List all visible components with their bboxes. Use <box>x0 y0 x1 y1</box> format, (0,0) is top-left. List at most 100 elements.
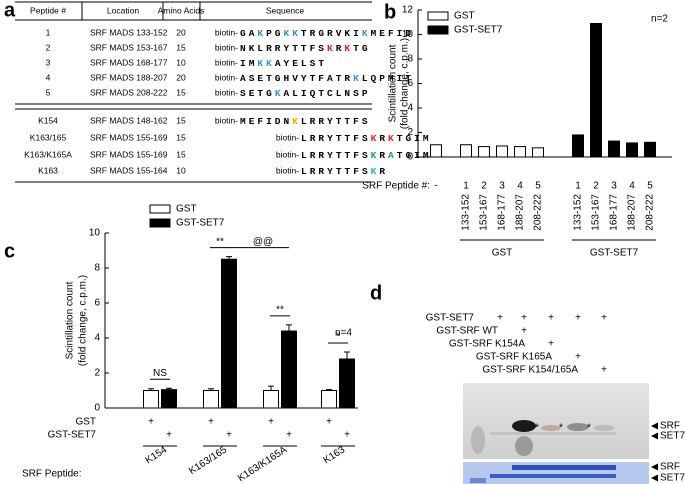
legend-label: GST-SET7 <box>176 218 225 229</box>
sequence-segment: K <box>275 88 284 99</box>
error-bar <box>268 385 274 391</box>
gel-row-mark: + <box>548 313 554 324</box>
peptide-location: SRF MADS 155-169 <box>90 149 168 159</box>
peptide-id: 1 <box>46 27 51 37</box>
table-header: Location <box>107 5 139 15</box>
treatment-mark: + <box>148 417 154 428</box>
amino-acids: 20 <box>176 27 186 37</box>
peptide-sequence: IMKKAYELST <box>240 58 327 69</box>
sequence-segment: R <box>336 43 345 54</box>
peptide-id: 2 <box>46 42 51 52</box>
x-axis-label: SRF Peptide: <box>22 469 81 480</box>
sequence-segment: NKLRRYTTFS <box>240 43 327 54</box>
gel-arrow <box>651 463 658 471</box>
peptide-location: SRF MADS 153-167 <box>90 42 168 52</box>
y-tick-label: 6 <box>407 78 413 89</box>
legend-swatch <box>149 204 171 214</box>
sequence-segment: AYELST <box>275 58 327 69</box>
gel-coomassie <box>463 462 649 484</box>
bar <box>608 140 620 158</box>
sequence-segment: K <box>371 150 380 161</box>
treatment-mark: + <box>226 430 232 441</box>
peptide-id: 4 <box>46 72 51 82</box>
y-tick-label: 8 <box>407 54 413 65</box>
significance-label: NS <box>153 368 167 379</box>
sequence-segment: K <box>327 43 336 54</box>
y-tick-label: 0 <box>94 403 100 414</box>
error-bar <box>226 256 232 260</box>
gel-asterisk: * <box>559 423 563 434</box>
peptide-id: 5 <box>46 87 51 97</box>
x-tick-label: 3 <box>611 181 617 192</box>
y-axis-label: Scintillation count <box>65 281 76 359</box>
bar <box>572 134 584 158</box>
sequence-prefix: biotin- <box>276 132 299 142</box>
amino-acids: 15 <box>176 149 186 159</box>
panel-label: a <box>4 0 16 21</box>
sequence-segment: PG <box>266 28 283 39</box>
treatment-mark: + <box>208 417 214 428</box>
sequence-segment: LRRYTTFS <box>301 166 371 177</box>
peptide-location: SRF MADS 133-152 <box>90 27 168 37</box>
y-tick-label: 10 <box>402 29 414 40</box>
x-tick-label: K154 <box>143 444 169 466</box>
range-label: 168-177 <box>497 194 508 231</box>
gel-band <box>515 436 533 456</box>
sequence-prefix: biotin- <box>276 149 299 159</box>
error-bar <box>326 389 332 391</box>
gel-row-mark: + <box>575 352 581 363</box>
sequence-segment: K <box>344 43 353 54</box>
gel-band <box>470 478 486 483</box>
treatment-label: GST-SET7 <box>48 430 97 441</box>
gel-background <box>463 383 649 459</box>
sample-size: n=2 <box>651 14 668 25</box>
sequence-segment: K <box>353 73 362 84</box>
sequence-segment: K <box>257 28 266 39</box>
amino-acids: 15 <box>176 115 186 125</box>
sequence-prefix: biotin- <box>215 57 238 67</box>
y-axis-label: (fold change, c.p.m.) <box>78 275 89 366</box>
sample-size: n=4 <box>335 328 352 339</box>
y-tick-label: 2 <box>94 368 100 379</box>
x-tick-label: 4 <box>517 181 523 192</box>
x-tick-label: 2 <box>481 181 487 192</box>
gel-row-label: GST-SRF K165A <box>476 352 552 363</box>
x-tick-label: K163 <box>321 444 347 466</box>
gel-band <box>541 425 561 431</box>
sequence-segment: TRGRVKI <box>301 28 362 39</box>
legend-swatch <box>149 218 171 228</box>
x-tick-label: 3 <box>499 181 505 192</box>
significance-label: ** <box>216 236 224 247</box>
gel-row-label: GST-SRF K154/165A <box>482 365 578 376</box>
range-label: 208-222 <box>645 194 656 231</box>
peptide-id: K163/165 <box>30 132 67 142</box>
panel-label: c <box>4 240 15 262</box>
sequence-segment: K <box>362 28 371 39</box>
table-header: Peptide # <box>30 5 66 15</box>
sequence-segment: MEFID <box>371 28 415 39</box>
bar <box>514 146 526 158</box>
sequence-prefix: biotin- <box>276 165 299 175</box>
sequence-segment: TG <box>353 43 370 54</box>
y-tick-label: 0 <box>407 152 413 163</box>
gel-arrow <box>651 474 658 482</box>
sequence-segment: K <box>292 116 301 127</box>
gel-band-label: SET7 <box>660 431 685 442</box>
x-tick-label: 2 <box>593 181 599 192</box>
error-bar <box>344 351 350 359</box>
x-tick-label: 5 <box>647 181 653 192</box>
gel-band <box>594 425 614 431</box>
gel-asterisk: * <box>535 423 539 434</box>
bar <box>460 144 472 158</box>
bar <box>532 147 544 158</box>
y-tick-label: 4 <box>407 103 413 114</box>
bar <box>321 390 337 409</box>
sequence-segment: K <box>388 133 397 144</box>
x-tick-label: K163/165 <box>187 444 229 477</box>
sequence-segment: R <box>379 133 388 144</box>
treatment-mark: + <box>268 417 274 428</box>
gel-band-label: SET7 <box>660 473 685 484</box>
peptide-sequence: LRRYTTFSKR <box>301 166 388 177</box>
gel-band <box>490 432 616 435</box>
sequence-segment: ASETGHVYTFATR <box>240 73 353 84</box>
